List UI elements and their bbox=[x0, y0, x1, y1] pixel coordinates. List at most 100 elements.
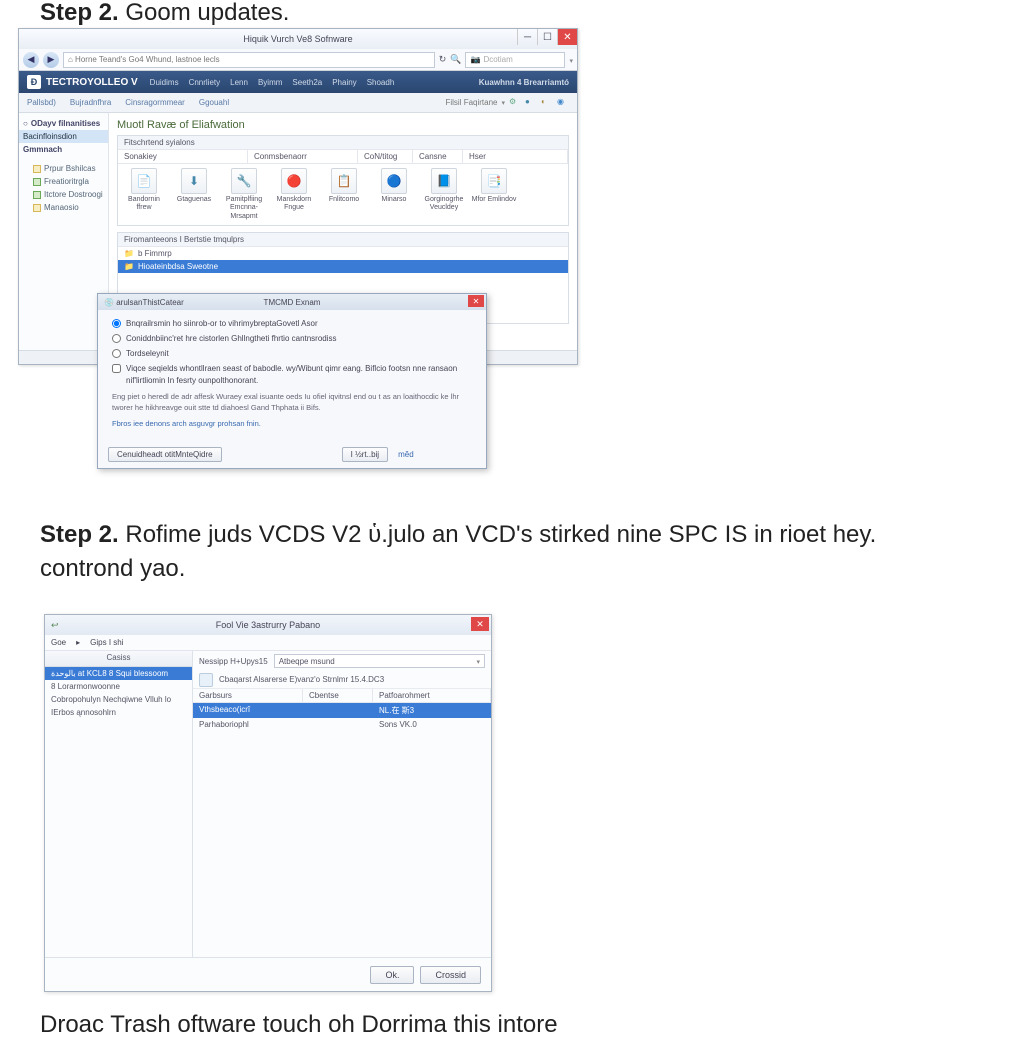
action-item[interactable]: 📑Mfor Emlindov bbox=[470, 168, 518, 221]
brand-right-label: Kuawhnn 4 Brearriamtó bbox=[479, 78, 569, 87]
brand-menu-item[interactable]: Seeth2a bbox=[292, 78, 322, 87]
column-header[interactable]: Sonakiey bbox=[118, 150, 248, 163]
column-header[interactable]: CoN/titog bbox=[358, 150, 413, 163]
brand-menu-item[interactable]: Duidims bbox=[150, 78, 179, 87]
list-item-selected[interactable]: 📁Hioateinbdsa Sweotne bbox=[118, 260, 568, 273]
sidebar-group[interactable]: Gmmnach bbox=[23, 145, 104, 154]
brand-menu-item[interactable]: Lenn bbox=[230, 78, 248, 87]
column-header[interactable]: Garbsurs bbox=[193, 689, 303, 702]
dialog-link[interactable]: Fbros iee denons arch asguvgr prohsan fn… bbox=[112, 418, 472, 429]
search-box[interactable]: 📷Dcotiam bbox=[465, 52, 565, 68]
radio-option[interactable]: Tordseleynit bbox=[112, 348, 472, 360]
checkbox-input[interactable] bbox=[112, 364, 121, 373]
brand-name: TECTROYOLLEO V bbox=[46, 77, 138, 88]
dialog-titlebar: 💿 arulsanThistCatear TMCMD Exnam ✕ bbox=[98, 294, 486, 310]
column-header[interactable]: Patfoarohmert bbox=[373, 689, 491, 702]
left-item-selected[interactable]: بالوحدة at KCL8 8 Squi blessoom bbox=[45, 667, 192, 680]
column-header[interactable]: Cansne bbox=[413, 150, 463, 163]
folder-icon: 📁 bbox=[124, 262, 134, 271]
circle-icon: ○ bbox=[23, 119, 28, 128]
page-title: Muotl Ravæ of Eliafwation bbox=[117, 119, 569, 131]
info-icon[interactable]: ◉ bbox=[557, 97, 569, 109]
cancel-button[interactable]: Crossid bbox=[420, 966, 481, 984]
help-icon[interactable]: ◐ bbox=[541, 97, 553, 109]
close-button[interactable]: ✕ bbox=[557, 29, 577, 45]
brand-menu-item[interactable]: Phainy bbox=[332, 78, 356, 87]
menu-item[interactable]: Gips I shi bbox=[90, 638, 123, 647]
dialog-note: Eng piet o heredl de adr affesk Wuraey e… bbox=[112, 391, 472, 414]
refresh-icon[interactable]: ● bbox=[525, 97, 537, 109]
brand-menu-item[interactable]: Cnnrliety bbox=[189, 78, 221, 87]
gear-icon[interactable]: ⚙ bbox=[509, 97, 521, 109]
sidebar-item-selected[interactable]: Bacinfloinsdion bbox=[19, 130, 108, 143]
column-header[interactable]: Conmsbenaorr bbox=[248, 150, 358, 163]
subnav-item[interactable]: Ggouahl bbox=[199, 98, 229, 107]
dialog-close-button[interactable]: ✕ bbox=[468, 295, 484, 307]
brand-menu-item[interactable]: Byimm bbox=[258, 78, 282, 87]
window2-buttons: Ok. Crossid bbox=[45, 957, 491, 991]
subheading: Cbaqarst Alsarerse E)vanz'o Strnlmr 15.4… bbox=[219, 675, 384, 684]
radio-input[interactable] bbox=[112, 334, 121, 343]
menu-item[interactable]: Goe bbox=[51, 638, 66, 647]
sub-nav: Pallsbd) Bujradnfhra Cinsragormmear Ggou… bbox=[19, 93, 577, 113]
action-item[interactable]: 🔴Manskdorn Fngue bbox=[270, 168, 318, 221]
ok-button[interactable]: Ok. bbox=[370, 966, 414, 984]
dialog-secondary-button[interactable]: I ½rt..bij bbox=[342, 447, 388, 462]
subnav-item[interactable]: Cinsragormmear bbox=[125, 98, 185, 107]
address-bar[interactable]: ⌂ Horne Teand's Go4 Whund, lastnoe lecls bbox=[63, 52, 435, 68]
left-column-header[interactable]: Casiss bbox=[45, 651, 192, 667]
window-title: Hiquik Vurch Ve8 Sofnware bbox=[243, 34, 352, 44]
sidebar-group[interactable]: ○ODayv filnanitises bbox=[23, 119, 104, 128]
table-row[interactable]: Parhaboriophl Sons VK.0 bbox=[193, 718, 491, 731]
settings-dropdown[interactable] bbox=[569, 55, 573, 65]
column-header[interactable]: Hser bbox=[463, 150, 568, 163]
left-item[interactable]: IErbos ąnnosohlrn bbox=[45, 706, 192, 719]
circle-icon: 🔵 bbox=[381, 168, 407, 194]
subnav-item[interactable]: Pallsbd) bbox=[27, 98, 56, 107]
type-combo[interactable]: Atbeqpe msund bbox=[274, 654, 485, 668]
checkbox-option[interactable]: Viqce seqields whontllraen seast of babo… bbox=[112, 363, 472, 387]
action-icons-row: 📄Bandornin ffrew ⬇Gtaguenas 🔧Pamitplfiin… bbox=[118, 164, 568, 225]
sidebar-item[interactable]: Prpur Bshilcas bbox=[23, 162, 104, 175]
action-item[interactable]: 🔵Minarso bbox=[370, 168, 418, 221]
radio-input[interactable] bbox=[112, 319, 121, 328]
radio-input[interactable] bbox=[112, 349, 121, 358]
right-panel: Nessipp H+Upys15 Atbeqpe msund Cbaqarst … bbox=[193, 651, 491, 957]
left-item[interactable]: 8 Lorarmonwoonne bbox=[45, 680, 192, 693]
folder-icon bbox=[33, 165, 41, 173]
table-row-selected[interactable]: Vthsbeaco(icrî NL.在 斯3 bbox=[193, 703, 491, 718]
chevron-down-icon[interactable] bbox=[501, 98, 505, 107]
clipboard-icon: 📋 bbox=[331, 168, 357, 194]
sidebar-item[interactable]: Manaosio bbox=[23, 201, 104, 214]
panel-header: Fitschrtend syialons bbox=[118, 136, 568, 150]
window2-close-button[interactable]: ✕ bbox=[471, 617, 489, 631]
action-item[interactable]: 📘Gorginogrhe Veucldey bbox=[420, 168, 468, 221]
pages-icon: 📑 bbox=[481, 168, 507, 194]
back-icon[interactable]: ↩ bbox=[51, 620, 59, 631]
radio-option[interactable]: Bnqrailrsmin ho siinrob-or to vihrimybre… bbox=[112, 318, 472, 330]
column-header[interactable]: Cbentse bbox=[303, 689, 373, 702]
brand-menu-item[interactable]: Shoadh bbox=[367, 78, 395, 87]
action-item[interactable]: 🔧Pamitplfiing Emcnna-Mrsapmt bbox=[220, 168, 268, 221]
action-item[interactable]: 📋Fnlitcomo bbox=[320, 168, 368, 221]
sidebar-item[interactable]: Itctore Dostroogi bbox=[23, 188, 104, 201]
sidebar-item[interactable]: Freatioritrgla bbox=[23, 175, 104, 188]
combo-label: Nessipp H+Upys15 bbox=[199, 657, 268, 666]
subnav-right-label: Filsil Faqirtane bbox=[445, 98, 497, 107]
maximize-button[interactable]: ☐ bbox=[537, 29, 557, 45]
action-item[interactable]: 📄Bandornin ffrew bbox=[120, 168, 168, 221]
refresh-icon[interactable]: ↻ bbox=[439, 54, 447, 65]
file-browser-window: ↩ Fool Vie 3astrurry Pabano ✕ Goe ▸ Gips… bbox=[44, 614, 492, 992]
forward-button[interactable]: ▶ bbox=[43, 52, 59, 68]
radio-option[interactable]: Coniddnbiinc'ret hre cistorlen Ghllngthe… bbox=[112, 333, 472, 345]
list-item[interactable]: 📁b Fimmrp bbox=[118, 247, 568, 260]
back-button[interactable]: ◀ bbox=[23, 52, 39, 68]
subnav-item[interactable]: Bujradnfhra bbox=[70, 98, 111, 107]
minimize-button[interactable]: ─ bbox=[517, 29, 537, 45]
left-item[interactable]: Cobropohulyn Nechqiwne Vlluh lo bbox=[45, 693, 192, 706]
search-icon: 🔍 bbox=[450, 54, 461, 65]
action-item[interactable]: ⬇Gtaguenas bbox=[170, 168, 218, 221]
download-icon: ⬇ bbox=[181, 168, 207, 194]
dialog-primary-button[interactable]: Cenuidheadt otitMnteQidre bbox=[108, 447, 222, 462]
dialog-link[interactable]: mĕd bbox=[398, 450, 414, 459]
